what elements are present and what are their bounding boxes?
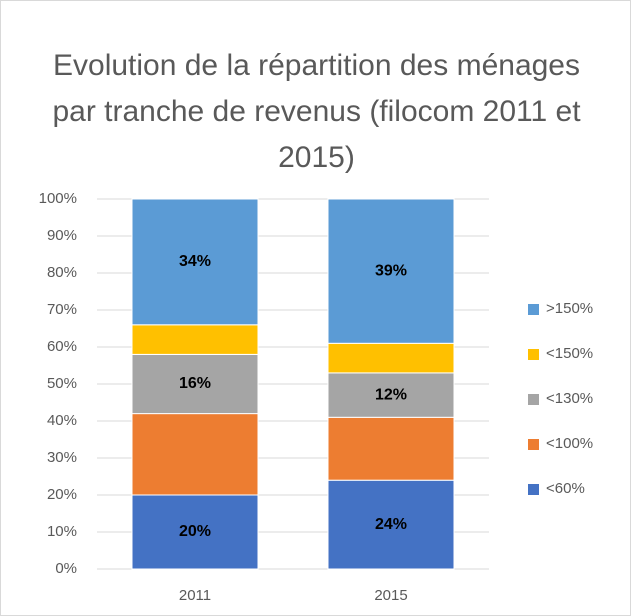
bar-segment <box>131 413 259 496</box>
y-tick-label: 100% <box>39 190 77 207</box>
y-tick-label: 10% <box>47 523 77 540</box>
legend-label: <100% <box>546 435 593 452</box>
bar-segment <box>327 479 455 570</box>
data-label: 34% <box>179 253 211 270</box>
legend-swatch <box>528 439 539 450</box>
bar-segment <box>131 353 259 415</box>
x-tick-label: 2011 <box>179 587 211 604</box>
bar-segment <box>131 324 259 355</box>
legend-label: <130% <box>546 390 593 407</box>
y-tick-label: 80% <box>47 264 77 281</box>
legend-swatch <box>528 484 539 495</box>
x-tick-label: 2015 <box>374 587 407 604</box>
bar-segment <box>327 372 455 418</box>
y-tick-label: 40% <box>47 412 77 429</box>
data-label: 20% <box>179 523 211 540</box>
bar-segment <box>131 494 259 570</box>
legend-swatch <box>528 394 539 405</box>
y-tick-label: 70% <box>47 301 77 318</box>
legend-label: <60% <box>546 480 585 497</box>
bar-segment <box>327 416 455 481</box>
y-tick-label: 60% <box>47 338 77 355</box>
data-label: 24% <box>375 516 407 533</box>
bar-segment <box>327 342 455 374</box>
y-tick-label: 20% <box>47 486 77 503</box>
chart-title: Evolution de la répartition des ménages … <box>52 49 581 174</box>
data-label: 16% <box>179 375 211 392</box>
y-tick-label: 0% <box>55 560 77 577</box>
bar-segment <box>327 198 455 344</box>
data-label: 39% <box>375 262 407 279</box>
data-label: 12% <box>375 386 407 403</box>
y-tick-label: 50% <box>47 375 77 392</box>
legend-swatch <box>528 349 539 360</box>
legend-label: >150% <box>546 300 593 317</box>
y-tick-label: 90% <box>47 227 77 244</box>
legend-swatch <box>528 304 539 315</box>
y-tick-label: 30% <box>47 449 77 466</box>
legend-label: <150% <box>546 345 593 362</box>
bar-segment <box>131 198 259 326</box>
